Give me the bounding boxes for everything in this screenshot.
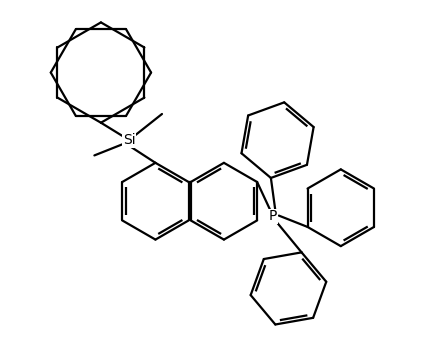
Text: Si: Si [123,133,136,147]
Text: P: P [269,210,278,223]
